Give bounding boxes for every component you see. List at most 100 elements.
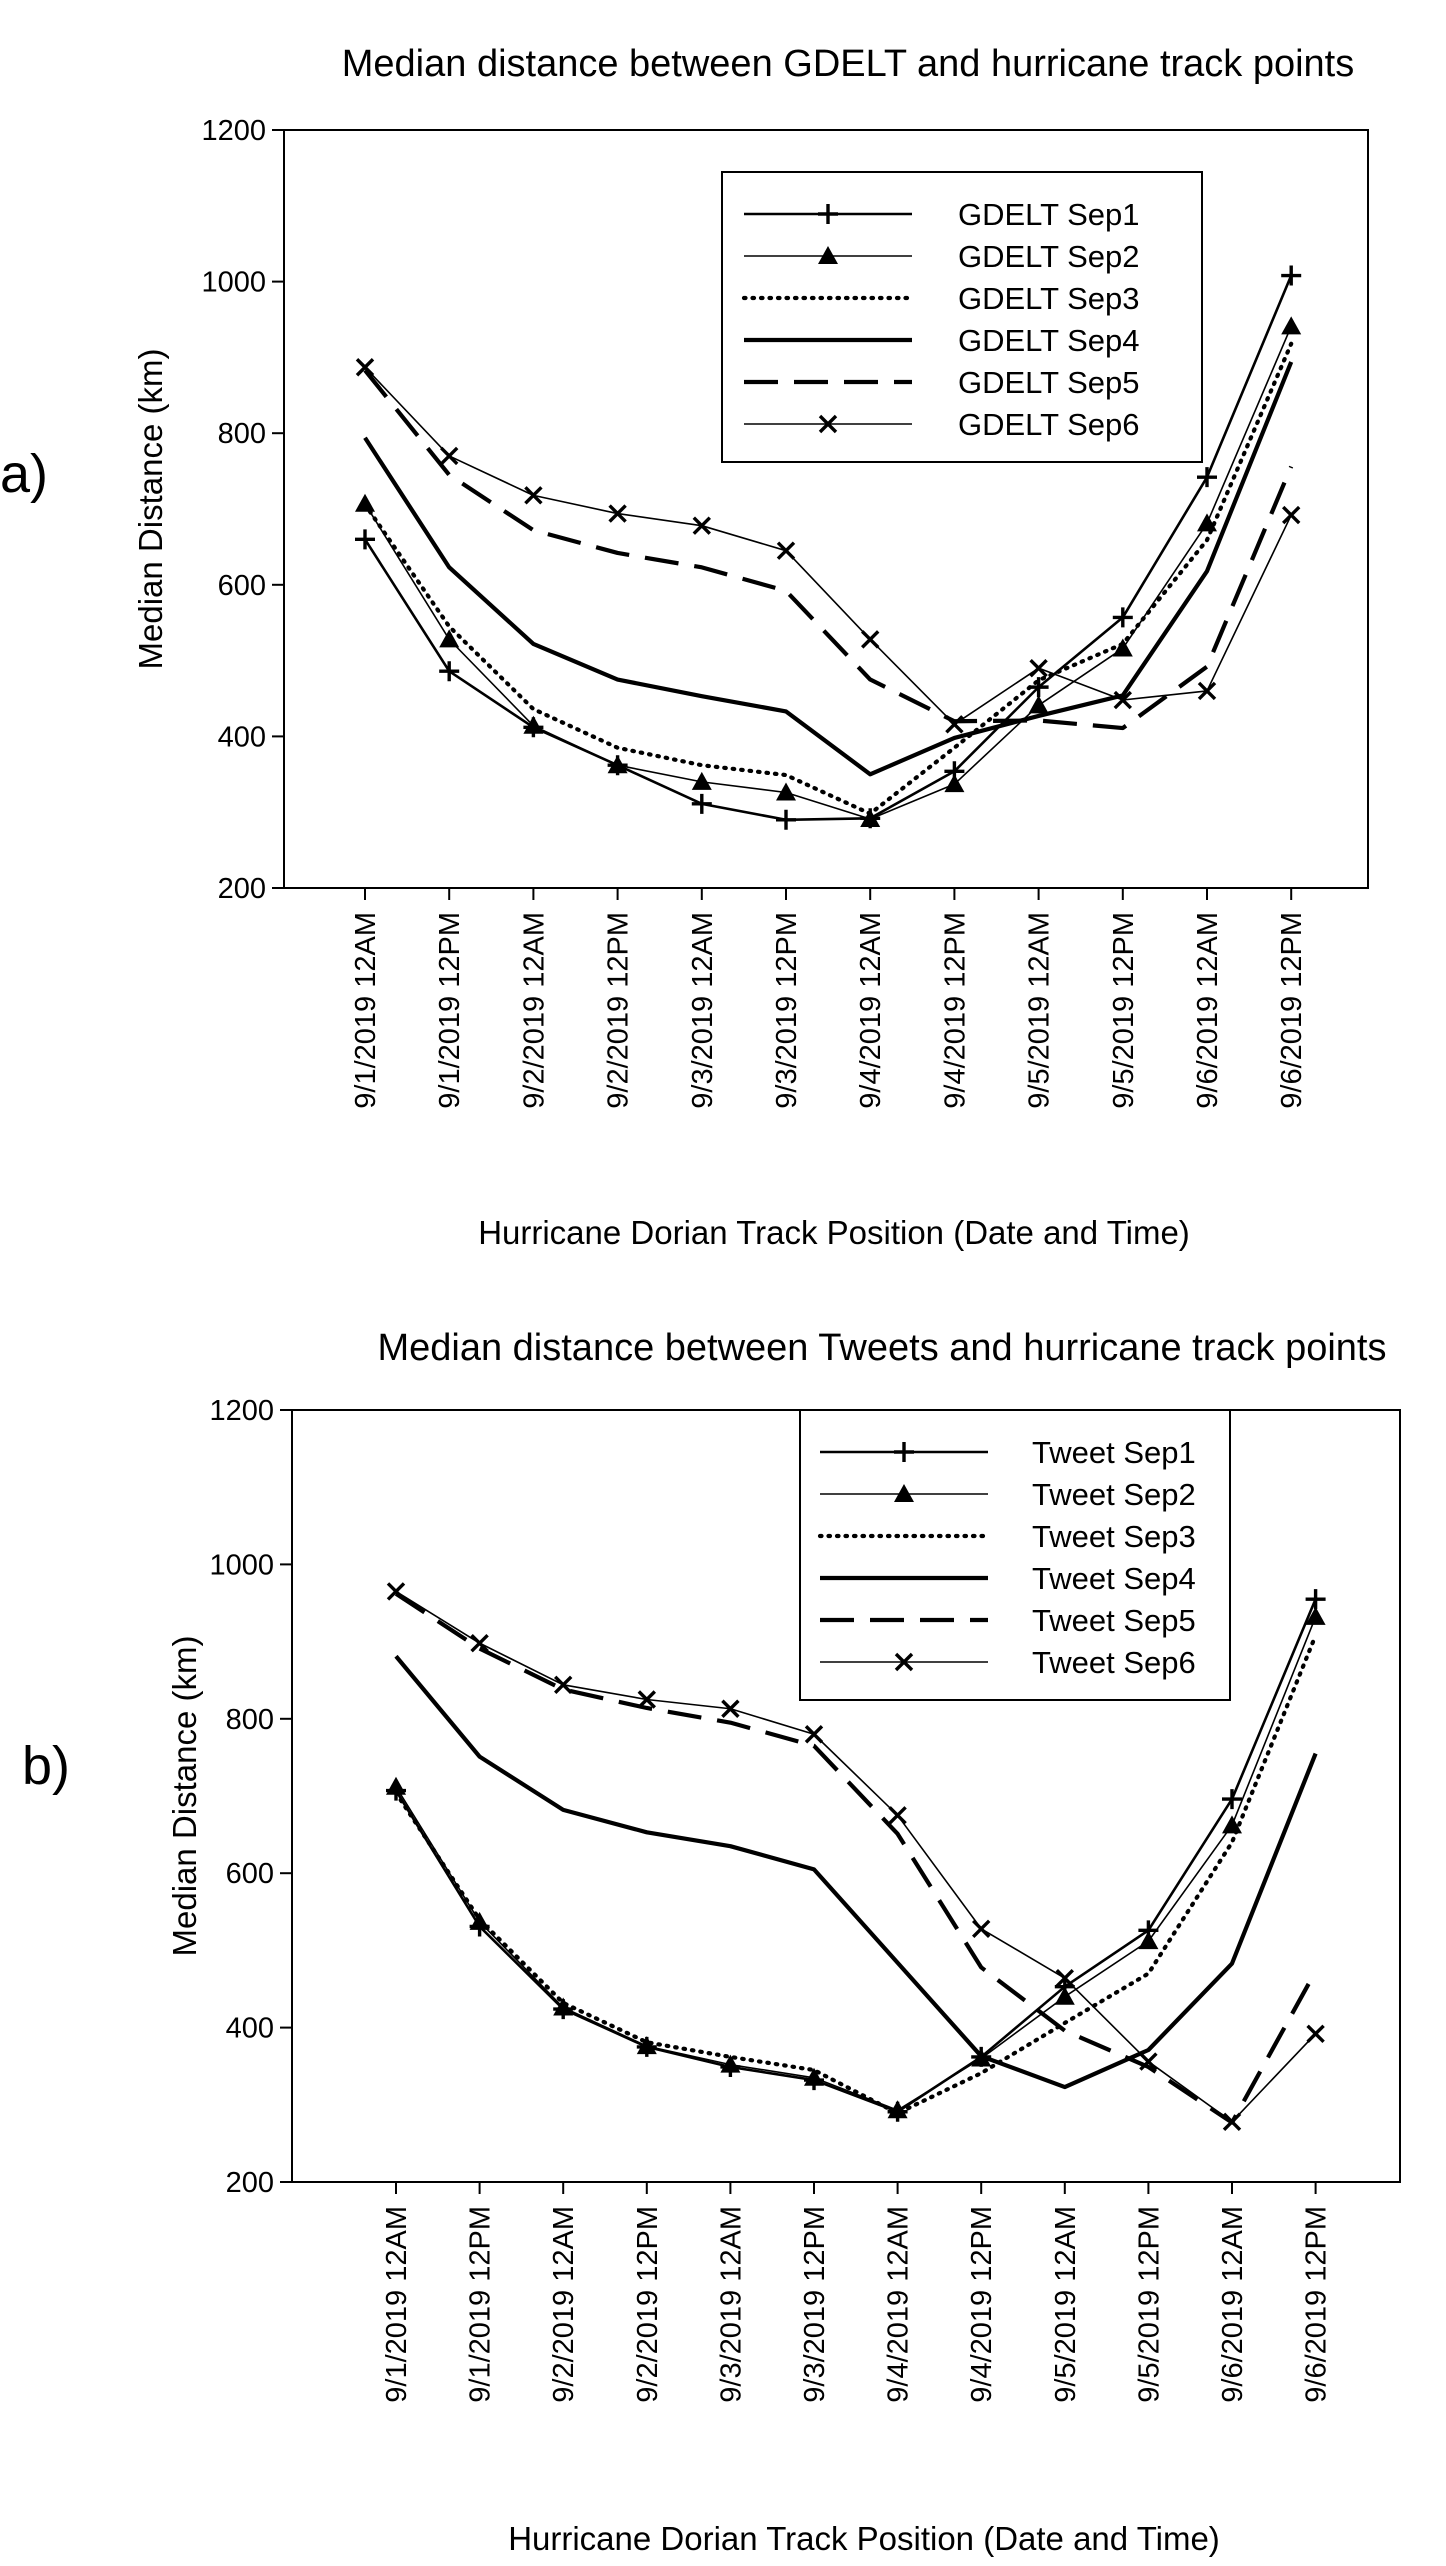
chart-panel-b: b) Median distance between Tweets and hu… bbox=[0, 1290, 1446, 2566]
gdelt-data-point bbox=[1281, 265, 1302, 286]
x-tick-label: 9/3/2019 12AM bbox=[715, 2206, 747, 2403]
gdelt-data-point bbox=[523, 715, 544, 734]
y-tick-label: 800 bbox=[218, 418, 266, 450]
legend-item: GDELT Sep5 bbox=[744, 365, 1140, 400]
legend-marker bbox=[818, 414, 838, 434]
gdelt-data-point bbox=[439, 661, 460, 682]
gdelt-data-point bbox=[1113, 690, 1133, 710]
x-tick-label: 9/3/2019 12PM bbox=[799, 2206, 831, 2403]
x-tick-label: 9/5/2019 12AM bbox=[1050, 2206, 1082, 2403]
y-tick-label: 1200 bbox=[201, 115, 266, 147]
panel-label-a: a) bbox=[0, 444, 49, 504]
tweet-data-point bbox=[1305, 1606, 1326, 1625]
gdelt-data-point bbox=[1028, 695, 1049, 714]
tweet-data-point bbox=[386, 1582, 406, 1601]
x-tick-label: 9/5/2019 12AM bbox=[1024, 912, 1056, 1109]
legend-label: GDELT Sep4 bbox=[958, 323, 1140, 358]
legend-item: Tweet Sep1 bbox=[820, 1435, 1196, 1470]
legend-item: GDELT Sep4 bbox=[744, 323, 1140, 358]
plot-area bbox=[283, 129, 1369, 889]
legend-item: GDELT Sep2 bbox=[744, 239, 1140, 274]
legend-item: Tweet Sep5 bbox=[820, 1603, 1196, 1638]
gdelt-series-3 bbox=[362, 341, 1294, 816]
y-tick-label: 1200 bbox=[209, 1395, 274, 1427]
gdelt-distance-chart: Median distance between GDELT and hurric… bbox=[132, 43, 1369, 1251]
legend-item: GDELT Sep6 bbox=[744, 407, 1140, 442]
gdelt-data-point bbox=[1281, 316, 1302, 335]
gdelt-data-point bbox=[1112, 607, 1133, 628]
x-tick-label: 9/2/2019 12PM bbox=[632, 2206, 664, 2403]
tweet-data-point bbox=[1306, 2024, 1325, 2043]
gdelt-series-line bbox=[363, 275, 1293, 822]
gdelt-series-line bbox=[364, 366, 1292, 726]
tweet-series-4 bbox=[394, 1654, 1318, 2090]
x-tick-label: 9/2/2019 12AM bbox=[548, 2206, 580, 2403]
legend-item: Tweet Sep3 bbox=[817, 1519, 1196, 1554]
tweet-data-point bbox=[637, 1690, 657, 1709]
x-tick-label: 9/4/2019 12AM bbox=[883, 2206, 915, 2403]
legend-item: Tweet Sep4 bbox=[820, 1561, 1196, 1596]
tweet-data-point bbox=[1305, 1589, 1326, 1610]
tweet-series-line bbox=[393, 1633, 1318, 2116]
y-axis-label: Median Distance (km) bbox=[166, 1636, 203, 1957]
legend-label: GDELT Sep5 bbox=[958, 365, 1140, 400]
gdelt-data-point bbox=[355, 358, 375, 377]
x-tick-label: 9/5/2019 12PM bbox=[1133, 2206, 1165, 2403]
tweet-data-point bbox=[470, 1633, 489, 1653]
legend-label: GDELT Sep3 bbox=[958, 281, 1140, 316]
legend-marker bbox=[894, 1484, 914, 1502]
gdelt-data-point bbox=[944, 774, 965, 793]
legend-marker bbox=[894, 1442, 914, 1462]
tweet-data-point bbox=[721, 1699, 740, 1718]
tweet-series-6 bbox=[386, 1582, 1325, 2131]
tweet-data-point bbox=[636, 2036, 657, 2055]
tweet-data-point bbox=[888, 1806, 907, 1825]
legend-item: Tweet Sep6 bbox=[820, 1645, 1196, 1680]
gdelt-data-point bbox=[692, 516, 712, 535]
x-tick-label: 9/4/2019 12AM bbox=[855, 912, 887, 1109]
tweet-data-point bbox=[1055, 1968, 1075, 1988]
tweet-series-line bbox=[394, 1598, 1317, 2114]
gdelt-series-4 bbox=[363, 361, 1294, 777]
gdelt-data-point bbox=[439, 629, 460, 648]
gdelt-series-6 bbox=[355, 358, 1301, 734]
tweet-data-point bbox=[553, 1675, 573, 1695]
legend-box bbox=[721, 171, 1203, 463]
legend-item: GDELT Sep1 bbox=[744, 197, 1140, 232]
y-tick-label: 800 bbox=[226, 1704, 274, 1736]
gdelt-data-point bbox=[945, 715, 964, 734]
gdelt-data-point bbox=[776, 782, 796, 801]
tweet-data-point bbox=[887, 2100, 908, 2119]
tweet-data-point bbox=[1222, 1789, 1242, 1810]
gdelt-data-point bbox=[860, 630, 880, 649]
gdelt-data-point bbox=[860, 809, 881, 828]
x-tick-label: 9/1/2019 12AM bbox=[381, 2206, 413, 2403]
y-tick-label: 600 bbox=[226, 1858, 274, 1890]
legend-label: Tweet Sep2 bbox=[1032, 1477, 1196, 1512]
legend-marker bbox=[818, 246, 838, 264]
x-tick-label: 9/4/2019 12PM bbox=[939, 912, 971, 1109]
gdelt-data-point bbox=[691, 793, 712, 814]
gdelt-data-point bbox=[1197, 513, 1217, 532]
chart-title: Median distance between GDELT and hurric… bbox=[342, 43, 1355, 85]
legend-marker bbox=[818, 204, 838, 224]
gdelt-data-point bbox=[1197, 681, 1217, 701]
x-tick-label: 9/1/2019 12AM bbox=[350, 912, 382, 1109]
legend-item: GDELT Sep3 bbox=[741, 281, 1140, 316]
tweet-series-line bbox=[394, 1654, 1318, 2090]
legend: Tweet Sep1 Tweet Sep2 Tweet Sep3 Tweet Sep4… bbox=[799, 1409, 1231, 1701]
y-tick-label: 1000 bbox=[209, 1549, 274, 1581]
gdelt-data-point bbox=[607, 755, 628, 774]
tweet-data-point bbox=[1138, 1931, 1159, 1950]
tweet-data-point bbox=[1222, 1815, 1242, 1834]
chart-panel-a: a) Median distance between GDELT and hur… bbox=[0, 43, 1369, 1251]
x-tick-label: 9/3/2019 12PM bbox=[771, 912, 803, 1109]
tweet-distance-chart: Median distance between Tweets and hurri… bbox=[166, 1327, 1401, 2557]
gdelt-data-point bbox=[1197, 467, 1217, 488]
x-tick-label: 9/6/2019 12AM bbox=[1217, 2206, 1249, 2403]
legend-label: GDELT Sep6 bbox=[958, 407, 1140, 442]
y-axis-label: Median Distance (km) bbox=[132, 349, 169, 670]
gdelt-data-point bbox=[439, 446, 459, 466]
gdelt-data-point bbox=[355, 529, 375, 550]
x-tick-label: 9/1/2019 12PM bbox=[465, 2206, 497, 2403]
